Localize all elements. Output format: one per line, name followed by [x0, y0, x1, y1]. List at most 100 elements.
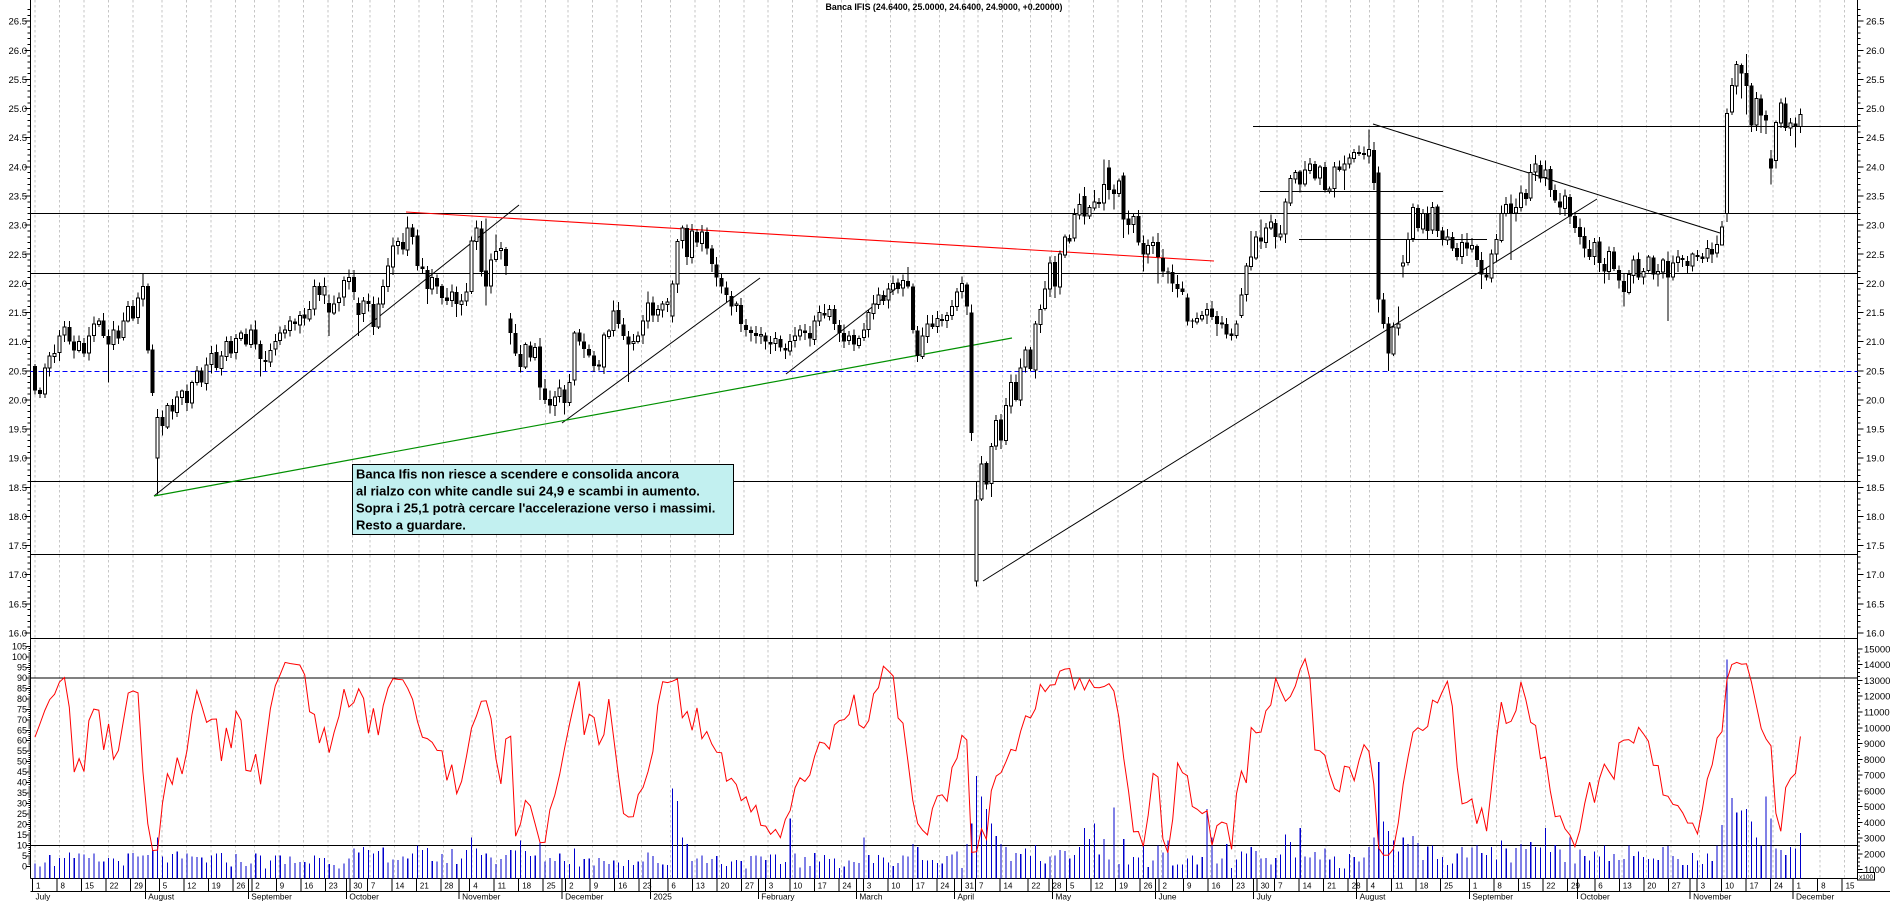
svg-text:May: May [1056, 892, 1073, 902]
svg-text:12000: 12000 [1864, 692, 1890, 703]
svg-text:March: March [859, 892, 882, 902]
svg-text:22.5: 22.5 [9, 250, 28, 261]
svg-text:2: 2 [569, 882, 574, 891]
svg-text:20: 20 [1647, 882, 1656, 891]
svg-text:18.0: 18.0 [1866, 512, 1885, 523]
svg-text:14000: 14000 [1864, 660, 1890, 671]
svg-text:25: 25 [17, 809, 27, 819]
svg-text:16: 16 [304, 882, 313, 891]
svg-text:26.0: 26.0 [9, 46, 28, 57]
svg-text:8: 8 [1497, 882, 1502, 891]
svg-text:13000: 13000 [1864, 676, 1890, 687]
svg-text:November: November [462, 892, 501, 902]
svg-text:35: 35 [17, 788, 27, 798]
svg-text:26: 26 [236, 882, 245, 891]
svg-text:90: 90 [17, 673, 27, 683]
svg-text:4000: 4000 [1864, 818, 1885, 829]
svg-text:18.5: 18.5 [9, 483, 28, 494]
svg-text:24.5: 24.5 [1866, 133, 1885, 144]
svg-text:23.0: 23.0 [9, 221, 28, 232]
svg-text:December: December [565, 892, 604, 902]
svg-text:28: 28 [444, 882, 453, 891]
svg-text:6: 6 [1598, 882, 1603, 891]
svg-text:100: 100 [12, 652, 27, 662]
svg-text:August: August [148, 892, 175, 902]
svg-text:11000: 11000 [1864, 708, 1890, 719]
svg-text:70: 70 [17, 715, 27, 725]
svg-text:14: 14 [1004, 882, 1013, 891]
svg-text:24: 24 [842, 882, 851, 891]
svg-text:24.0: 24.0 [9, 162, 28, 173]
svg-text:17.0: 17.0 [1866, 570, 1885, 581]
svg-text:6: 6 [671, 882, 676, 891]
svg-text:1: 1 [1797, 882, 1802, 891]
svg-text:19.5: 19.5 [9, 425, 28, 436]
svg-text:2025: 2025 [653, 892, 672, 902]
svg-text:21: 21 [420, 882, 429, 891]
svg-text:15: 15 [17, 830, 27, 840]
svg-text:25: 25 [547, 882, 556, 891]
svg-text:23: 23 [643, 882, 652, 891]
svg-text:17.5: 17.5 [1866, 541, 1885, 552]
svg-text:20.0: 20.0 [1866, 395, 1885, 406]
svg-text:16: 16 [1212, 882, 1221, 891]
svg-text:28: 28 [1053, 882, 1062, 891]
svg-text:26.5: 26.5 [1866, 17, 1885, 28]
svg-text:3000: 3000 [1864, 834, 1885, 845]
svg-text:24.5: 24.5 [9, 133, 28, 144]
svg-text:105: 105 [12, 642, 27, 652]
svg-text:August: August [1360, 892, 1387, 902]
svg-text:9000: 9000 [1864, 739, 1885, 750]
svg-text:September: September [1472, 892, 1513, 902]
svg-text:20.0: 20.0 [9, 395, 28, 406]
svg-text:29: 29 [134, 882, 143, 891]
svg-text:22: 22 [110, 882, 119, 891]
svg-text:30: 30 [353, 882, 362, 891]
svg-text:September: September [251, 892, 292, 902]
svg-text:24: 24 [940, 882, 949, 891]
svg-text:22.0: 22.0 [9, 279, 28, 290]
svg-text:3: 3 [1701, 882, 1706, 891]
svg-text:9: 9 [594, 882, 599, 891]
svg-text:8: 8 [61, 882, 66, 891]
svg-text:15000: 15000 [1864, 644, 1890, 655]
svg-text:25.0: 25.0 [1866, 104, 1885, 115]
svg-text:0: 0 [22, 861, 27, 871]
svg-text:4: 4 [1371, 882, 1376, 891]
svg-text:Banca Ifis non riesce a scende: Banca Ifis non riesce a scendere e conso… [356, 467, 680, 482]
svg-text:19.5: 19.5 [1866, 425, 1885, 436]
svg-text:22: 22 [1032, 882, 1041, 891]
svg-text:al rialzo con white candle sui: al rialzo con white candle sui 24,9 e sc… [356, 484, 700, 499]
svg-text:17: 17 [818, 882, 827, 891]
svg-text:3: 3 [867, 882, 872, 891]
svg-text:29: 29 [1571, 882, 1580, 891]
svg-text:14: 14 [1303, 882, 1312, 891]
svg-text:22: 22 [1546, 882, 1555, 891]
svg-text:15: 15 [85, 882, 94, 891]
svg-text:19: 19 [1119, 882, 1128, 891]
svg-text:2: 2 [1163, 882, 1168, 891]
svg-text:18: 18 [1420, 882, 1429, 891]
svg-text:10: 10 [891, 882, 900, 891]
svg-text:1000: 1000 [1864, 865, 1885, 876]
svg-text:8000: 8000 [1864, 755, 1885, 766]
svg-text:July: July [36, 892, 52, 902]
svg-text:26: 26 [1144, 882, 1153, 891]
svg-text:2: 2 [255, 882, 260, 891]
svg-text:October: October [349, 892, 379, 902]
svg-text:24: 24 [1774, 882, 1783, 891]
svg-text:9: 9 [280, 882, 285, 891]
svg-text:27: 27 [745, 882, 754, 891]
svg-text:1: 1 [36, 882, 41, 891]
svg-text:23: 23 [329, 882, 338, 891]
svg-text:55: 55 [17, 746, 27, 756]
svg-text:15: 15 [1846, 882, 1855, 891]
svg-text:30: 30 [1261, 882, 1270, 891]
svg-text:23.0: 23.0 [1866, 221, 1885, 232]
svg-text:6000: 6000 [1864, 786, 1885, 797]
svg-text:10000: 10000 [1864, 723, 1890, 734]
svg-text:5: 5 [22, 851, 27, 861]
svg-text:27: 27 [1672, 882, 1681, 891]
svg-text:21: 21 [1327, 882, 1336, 891]
svg-text:7: 7 [371, 882, 376, 891]
